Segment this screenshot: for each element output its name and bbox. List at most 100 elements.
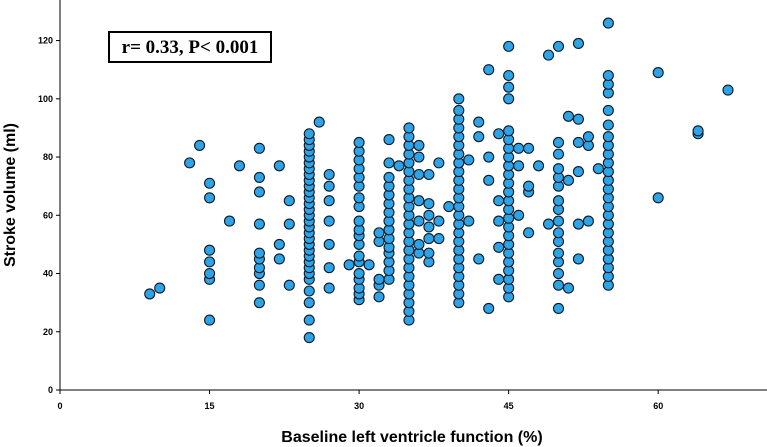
data-point — [413, 168, 425, 181]
data-point — [184, 157, 196, 169]
data-point — [483, 302, 495, 315]
data-point — [343, 259, 355, 271]
data-point — [323, 262, 335, 274]
data-point — [602, 69, 614, 82]
data-point — [473, 253, 485, 265]
data-point — [523, 227, 535, 239]
data-point — [542, 218, 555, 230]
data-point — [582, 131, 594, 143]
data-point — [503, 93, 515, 105]
data-point — [552, 163, 565, 175]
data-point — [273, 238, 285, 250]
data-point — [572, 166, 584, 178]
data-point — [323, 238, 335, 250]
data-point — [552, 215, 565, 227]
data-point — [692, 125, 704, 137]
data-point — [503, 125, 515, 137]
data-point — [253, 171, 265, 183]
data-point — [353, 250, 365, 262]
data-point — [552, 40, 565, 52]
data-point — [413, 238, 425, 250]
data-point — [562, 110, 575, 122]
y-tick-label: 100 — [38, 94, 53, 104]
data-point — [383, 171, 395, 183]
data-point — [473, 116, 485, 128]
data-point — [353, 215, 365, 227]
data-point — [253, 142, 265, 154]
data-point — [523, 180, 535, 192]
data-point — [253, 218, 265, 230]
data-point — [204, 314, 216, 326]
data-point — [403, 122, 415, 134]
data-point — [722, 84, 734, 96]
data-point — [552, 247, 565, 259]
data-point — [323, 195, 335, 207]
data-point — [513, 209, 525, 221]
data-point — [393, 160, 405, 172]
data-point — [483, 151, 495, 163]
data-point — [423, 221, 435, 233]
data-point — [572, 136, 584, 149]
data-point — [273, 253, 285, 265]
data-point — [233, 160, 246, 172]
data-point — [572, 218, 584, 230]
data-point — [473, 131, 485, 143]
data-point — [273, 160, 285, 172]
data-point — [572, 37, 584, 50]
data-point — [323, 215, 335, 227]
data-point — [353, 267, 365, 280]
data-point — [533, 160, 545, 172]
data-point — [433, 233, 445, 245]
data-point — [413, 215, 425, 227]
y-tick-label: 120 — [38, 36, 53, 46]
data-point — [423, 198, 435, 210]
data-point — [303, 285, 315, 297]
data-point — [413, 151, 425, 163]
data-point — [602, 104, 614, 116]
data-point — [602, 119, 614, 131]
data-point — [463, 215, 475, 227]
data-point — [552, 136, 565, 149]
data-point — [572, 113, 584, 125]
data-point — [363, 259, 375, 271]
data-point — [353, 192, 365, 204]
y-axis-title: Stroke volume (ml) — [2, 123, 19, 267]
data-point — [542, 49, 555, 61]
data-point — [552, 267, 565, 280]
data-point — [423, 209, 435, 221]
data-point — [572, 253, 584, 265]
data-point — [383, 134, 395, 146]
data-point — [493, 273, 505, 285]
data-point — [453, 104, 465, 116]
data-point — [523, 142, 535, 154]
x-axis-title: Baseline left ventricle function (%) — [281, 429, 542, 446]
x-tick-label: 0 — [57, 401, 62, 411]
annotation-box: r= 0.33, P< 0.001 — [108, 31, 272, 63]
data-point — [413, 195, 425, 207]
data-point — [483, 174, 495, 186]
data-point — [204, 244, 216, 256]
x-tick-label: 60 — [653, 401, 663, 411]
data-point — [144, 288, 156, 300]
y-tick-label: 60 — [43, 210, 53, 220]
data-point — [483, 64, 495, 76]
data-point — [373, 227, 385, 239]
y-tick-label: 40 — [43, 269, 53, 279]
data-point — [552, 279, 565, 291]
data-point — [323, 180, 335, 192]
data-point — [463, 154, 475, 166]
y-ticks: 0 20 40 60 80 100 120 — [38, 36, 60, 395]
data-point — [493, 128, 505, 140]
data-point — [652, 67, 664, 79]
data-point — [303, 314, 315, 326]
data-point — [433, 157, 445, 169]
data-point — [423, 168, 435, 181]
data-point — [283, 279, 295, 291]
data-point — [204, 267, 216, 280]
data-point — [313, 116, 325, 128]
data-point — [223, 215, 236, 227]
y-tick-label: 20 — [43, 327, 53, 337]
data-point — [423, 247, 435, 259]
y-tick-label: 0 — [48, 385, 53, 395]
